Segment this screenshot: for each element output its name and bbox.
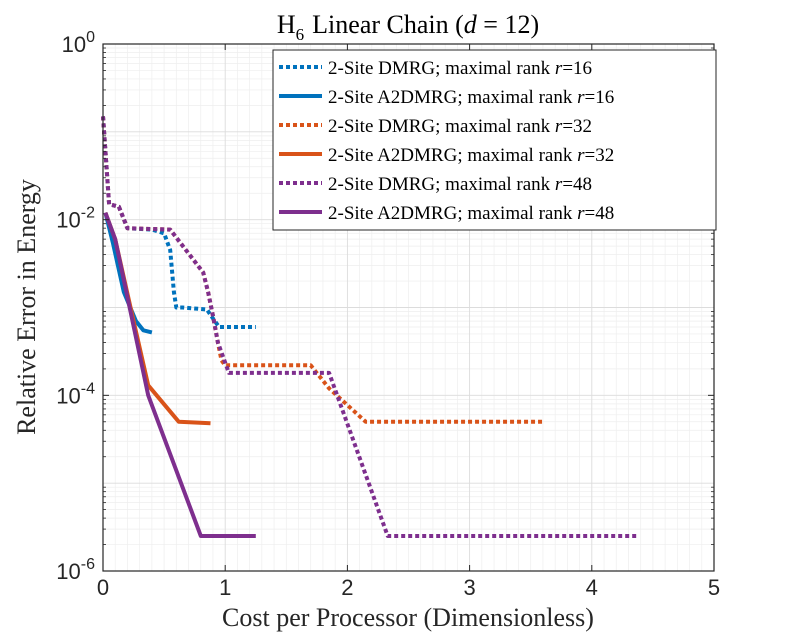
x-axis-label: Cost per Processor (Dimensionless) — [222, 603, 594, 632]
legend-entry-3: 2-Site DMRG; maximal rank r=32 — [328, 116, 592, 137]
axes-box — [102, 43, 715, 572]
legend-entry-5: 2-Site DMRG; maximal rank r=48 — [328, 174, 592, 195]
y-tick-label: 100 — [62, 29, 95, 57]
y-axis-label: Relative Error in Energy — [12, 179, 41, 435]
x-tick-label: 4 — [586, 575, 598, 600]
legend-entry-2: 2-Site A2DMRG; maximal rank r=16 — [328, 87, 614, 108]
axes — [102, 43, 715, 572]
y-tick-label: 10-2 — [56, 205, 95, 233]
legend-entry-4: 2-Site A2DMRG; maximal rank r=32 — [328, 145, 614, 166]
legend-box — [272, 49, 717, 231]
y-tick-label: 10-6 — [56, 556, 95, 584]
legend-entry-1: 2-Site DMRG; maximal rank r=16 — [328, 58, 592, 79]
x-tick-label: 2 — [341, 575, 353, 600]
x-tick-label: 1 — [219, 575, 231, 600]
x-tick-label: 3 — [463, 575, 475, 600]
y-tick-label: 10-4 — [56, 380, 95, 408]
series-line-5 — [101, 116, 639, 538]
legend-entry-6: 2-Site A2DMRG; maximal rank r=48 — [328, 203, 614, 224]
x-axis-ticks: 0 1 2 3 4 5 — [97, 44, 720, 600]
x-tick-label: 5 — [708, 575, 720, 600]
series-layer — [101, 116, 639, 538]
x-tick-label: 0 — [97, 575, 109, 600]
series-line-6 — [103, 212, 256, 538]
y-axis-ticks: 100 10-2 10-4 10-6 — [56, 29, 714, 584]
legend: 2-Site DMRG; maximal rank r=16 2-Site A2D… — [272, 49, 717, 231]
chart-title: H6 Linear Chain (d = 12) — [277, 10, 539, 44]
